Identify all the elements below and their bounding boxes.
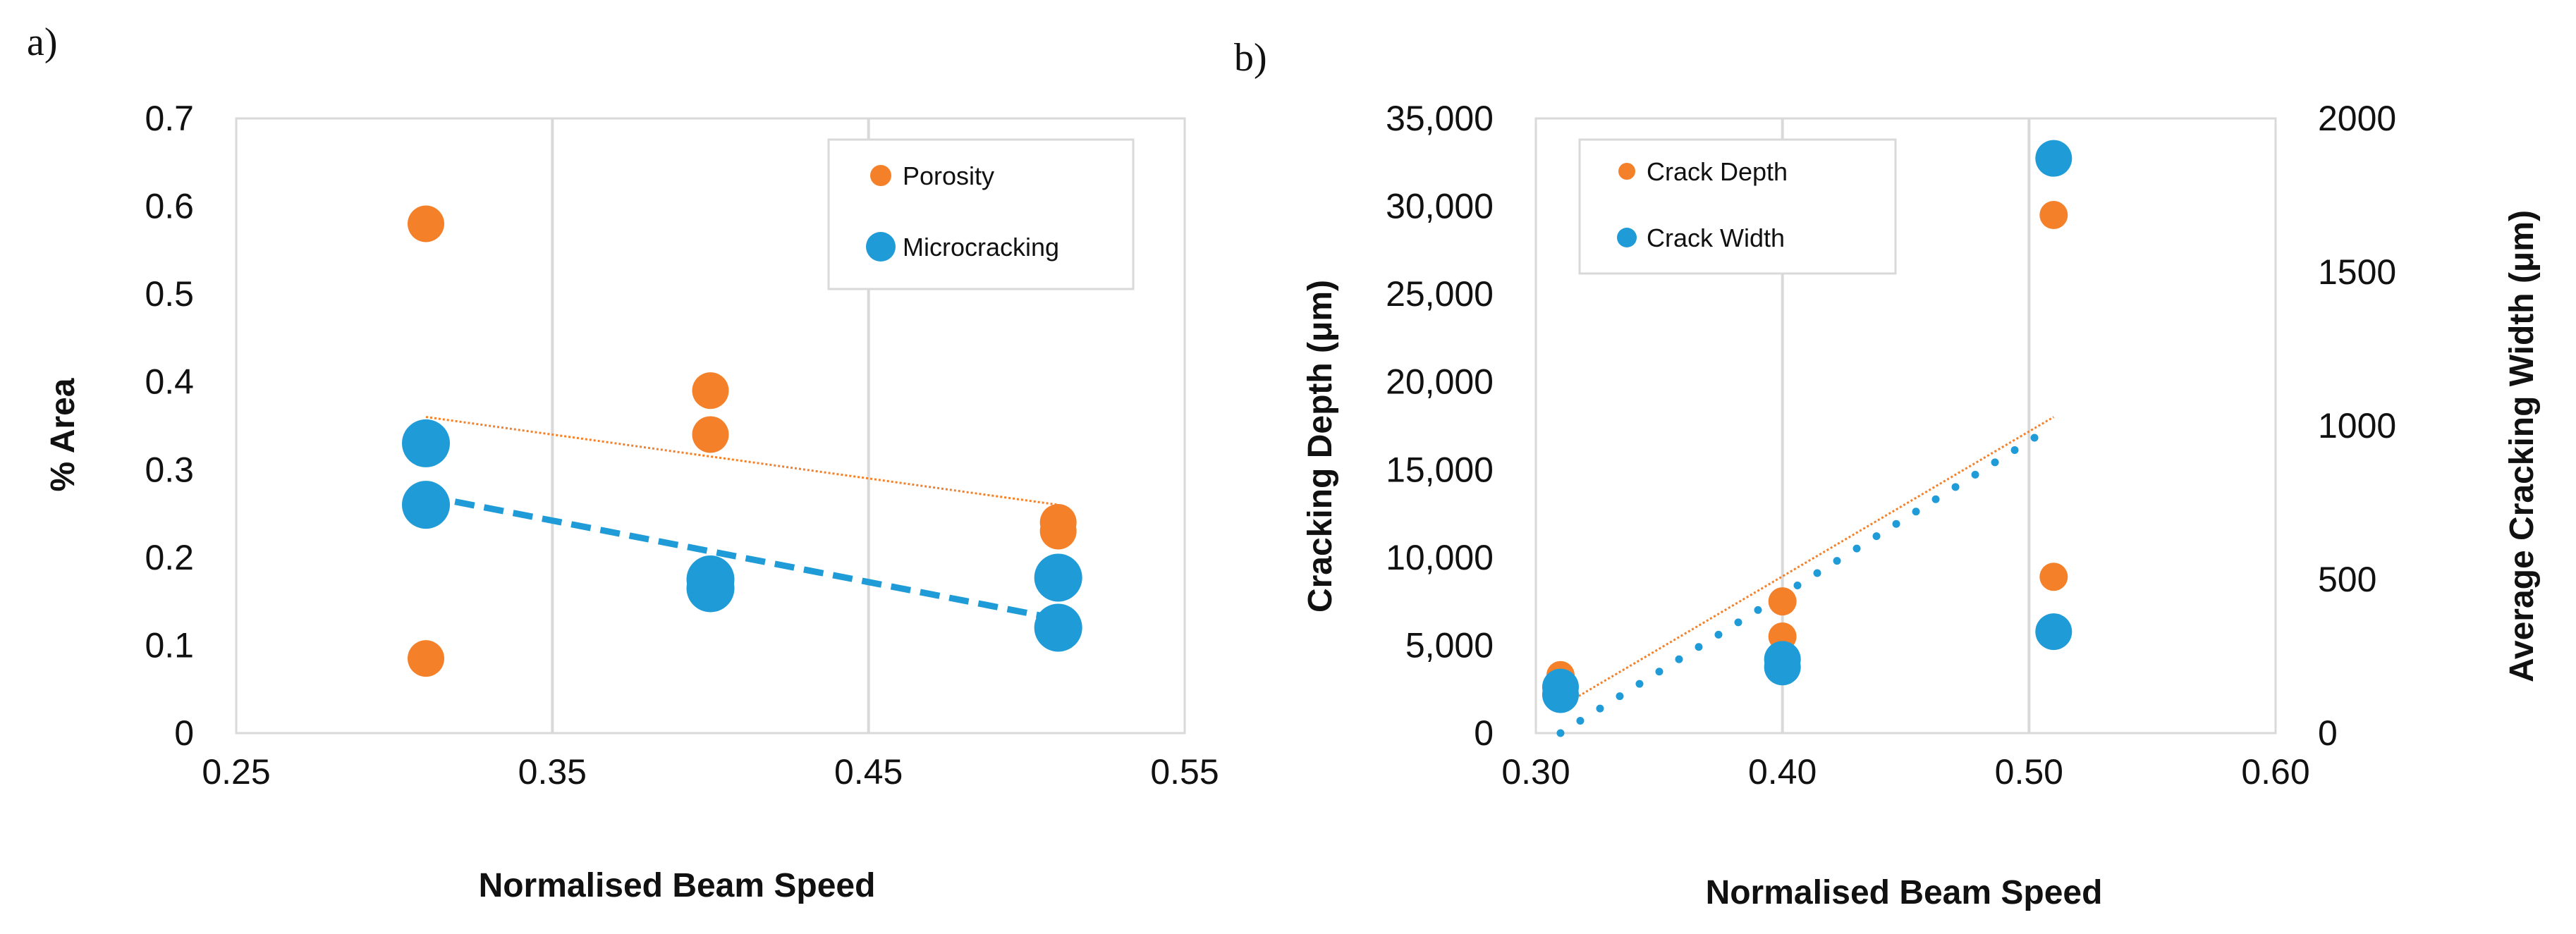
chart-a-y-tick-label: 0.5 bbox=[145, 274, 194, 314]
chart-a-x-ticks: 0.25 0.35 0.45 0.55 bbox=[202, 752, 1219, 792]
chart-a-trendline-porosity bbox=[425, 416, 1058, 506]
chart-a-point-porosity bbox=[1039, 512, 1077, 550]
chart-a-y-tick-label: 0.2 bbox=[145, 538, 194, 577]
chart-b-y-axis-title: Cracking Depth (μm) bbox=[1302, 280, 1339, 613]
chart-a-legend-box bbox=[827, 138, 1135, 290]
chart-a-x-tick-label: 0.35 bbox=[518, 752, 587, 792]
chart-b-legend-label-crack-depth: Crack Depth bbox=[1647, 157, 1788, 186]
chart-b-point-crack-depth bbox=[2039, 201, 2068, 230]
chart-b-x-ticks: 0.30 0.40 0.50 0.60 bbox=[1501, 752, 2309, 792]
chart-b-x-tick-label: 0.50 bbox=[1995, 752, 2063, 792]
chart-a-point-porosity bbox=[408, 205, 444, 242]
chart-b-x-tick-label: 0.30 bbox=[1501, 752, 1570, 792]
chart-b-point-crack-depth bbox=[1768, 587, 1797, 616]
chart-b-trendlines bbox=[1556, 416, 2058, 737]
chart-b-legend-box bbox=[1578, 138, 1897, 275]
chart-b-trendline-crack-width bbox=[1556, 422, 2058, 737]
chart-b-y-tick-label: 15,000 bbox=[1386, 450, 1494, 489]
chart-a-y-tick-label: 0.7 bbox=[145, 99, 194, 138]
chart-b-y-tick-label: 30,000 bbox=[1386, 187, 1494, 226]
chart-b-y2-tick-label: 1000 bbox=[2318, 406, 2396, 446]
chart-b: b) 0.30 0.40 0.50 0.60 0 5,000 10,000 15,000 20… bbox=[1234, 36, 2541, 911]
chart-a-point-porosity bbox=[408, 640, 444, 677]
chart-a-point-microcracking bbox=[1034, 553, 1082, 602]
chart-b-point-crack-width bbox=[2035, 140, 2073, 177]
chart-a-plot-frame bbox=[235, 117, 1186, 735]
chart-b-legend-marker-crack-width bbox=[1617, 228, 1637, 247]
chart-a-legend-label-porosity: Porosity bbox=[903, 161, 994, 190]
chart-b-point-crack-width bbox=[2035, 613, 2073, 651]
chart-a-legend-marker-porosity bbox=[870, 165, 891, 186]
chart-a-legend: Porosity Microcracking bbox=[827, 138, 1135, 290]
chart-b-x-tick-label: 0.40 bbox=[1748, 752, 1817, 792]
chart-a-panel-label: a) bbox=[27, 20, 58, 64]
chart-b-legend: Crack Depth Crack Width bbox=[1578, 138, 1897, 275]
chart-b-y2-tick-label: 500 bbox=[2318, 560, 2376, 599]
chart-b-point-crack-depth bbox=[2039, 563, 2068, 591]
chart-a-legend-label-microcracking: Microcracking bbox=[903, 233, 1059, 262]
chart-a-y-tick-label: 0.4 bbox=[145, 362, 194, 402]
chart-b-y-tick-label: 20,000 bbox=[1386, 362, 1494, 402]
chart-a-y-tick-label: 0.6 bbox=[145, 187, 194, 226]
chart-a-y-tick-label: 0.3 bbox=[145, 450, 194, 489]
chart-a-legend-marker-microcracking bbox=[866, 232, 896, 262]
chart-a-y-tick-label: 0 bbox=[174, 713, 194, 753]
chart-a-trendline-microcracking bbox=[425, 493, 1059, 622]
chart-b-y2-axis-title: Average Cracking Width (μm) bbox=[2503, 210, 2541, 682]
chart-a-x-tick-label: 0.25 bbox=[202, 752, 270, 792]
chart-b-legend-marker-crack-depth bbox=[1618, 163, 1635, 180]
chart-a-y-ticks: 0 0.1 0.2 0.3 0.4 0.5 0.6 0.7 bbox=[145, 99, 194, 753]
chart-a-x-tick-label: 0.45 bbox=[834, 752, 903, 792]
chart-b-panel-label: b) bbox=[1234, 36, 1267, 80]
chart-b-y2-tick-label: 0 bbox=[2318, 713, 2338, 753]
chart-b-legend-label-crack-width: Crack Width bbox=[1647, 223, 1785, 252]
chart-b-y-tick-label: 35,000 bbox=[1386, 99, 1494, 138]
chart-b-y2-ticks: 0 500 1000 1500 2000 bbox=[2318, 99, 2396, 753]
chart-a-point-microcracking bbox=[402, 481, 450, 529]
chart-b-plot-frame bbox=[1534, 117, 2277, 735]
chart-a: a) 0.25 0.35 0.45 0.55 00.10.20.30.40.50.60… bbox=[27, 20, 1219, 904]
chart-b-x-axis-title: Normalised Beam Speed bbox=[1706, 874, 2103, 911]
chart-b-y2-tick-label: 1500 bbox=[2318, 252, 2396, 292]
chart-a-point-porosity bbox=[692, 372, 729, 410]
chart-a-trendlines bbox=[425, 416, 1059, 622]
chart-b-point-crack-width bbox=[1764, 649, 1801, 686]
chart-a-point-microcracking bbox=[686, 564, 735, 613]
chart-a-x-tick-label: 0.55 bbox=[1150, 752, 1219, 792]
chart-b-y-ticks: 0 5,000 10,000 15,000 20,000 25,000 30,000 35,0… bbox=[1386, 99, 1494, 753]
chart-b-y-tick-label: 10,000 bbox=[1386, 538, 1494, 577]
chart-a-y-axis-title: % Area bbox=[44, 378, 82, 491]
chart-a-y-tick-label: 0.1 bbox=[145, 625, 194, 665]
chart-b-y-tick-label: 0 bbox=[1474, 713, 1494, 753]
chart-b-trendline-crack-depth bbox=[1560, 416, 2055, 708]
chart-a-point-porosity bbox=[692, 416, 729, 453]
chart-a-point-microcracking bbox=[402, 419, 450, 467]
chart-b-points bbox=[1542, 140, 2073, 713]
chart-b-y-tick-label: 25,000 bbox=[1386, 274, 1494, 314]
chart-a-point-microcracking bbox=[1034, 603, 1082, 652]
chart-b-y2-tick-label: 2000 bbox=[2318, 99, 2396, 138]
chart-b-x-tick-label: 0.60 bbox=[2241, 752, 2309, 792]
chart-b-point-crack-width bbox=[1542, 676, 1579, 713]
chart-b-y-tick-label: 5,000 bbox=[1405, 625, 1494, 665]
chart-a-points bbox=[402, 205, 1082, 677]
chart-a-x-axis-title: Normalised Beam Speed bbox=[479, 867, 876, 904]
